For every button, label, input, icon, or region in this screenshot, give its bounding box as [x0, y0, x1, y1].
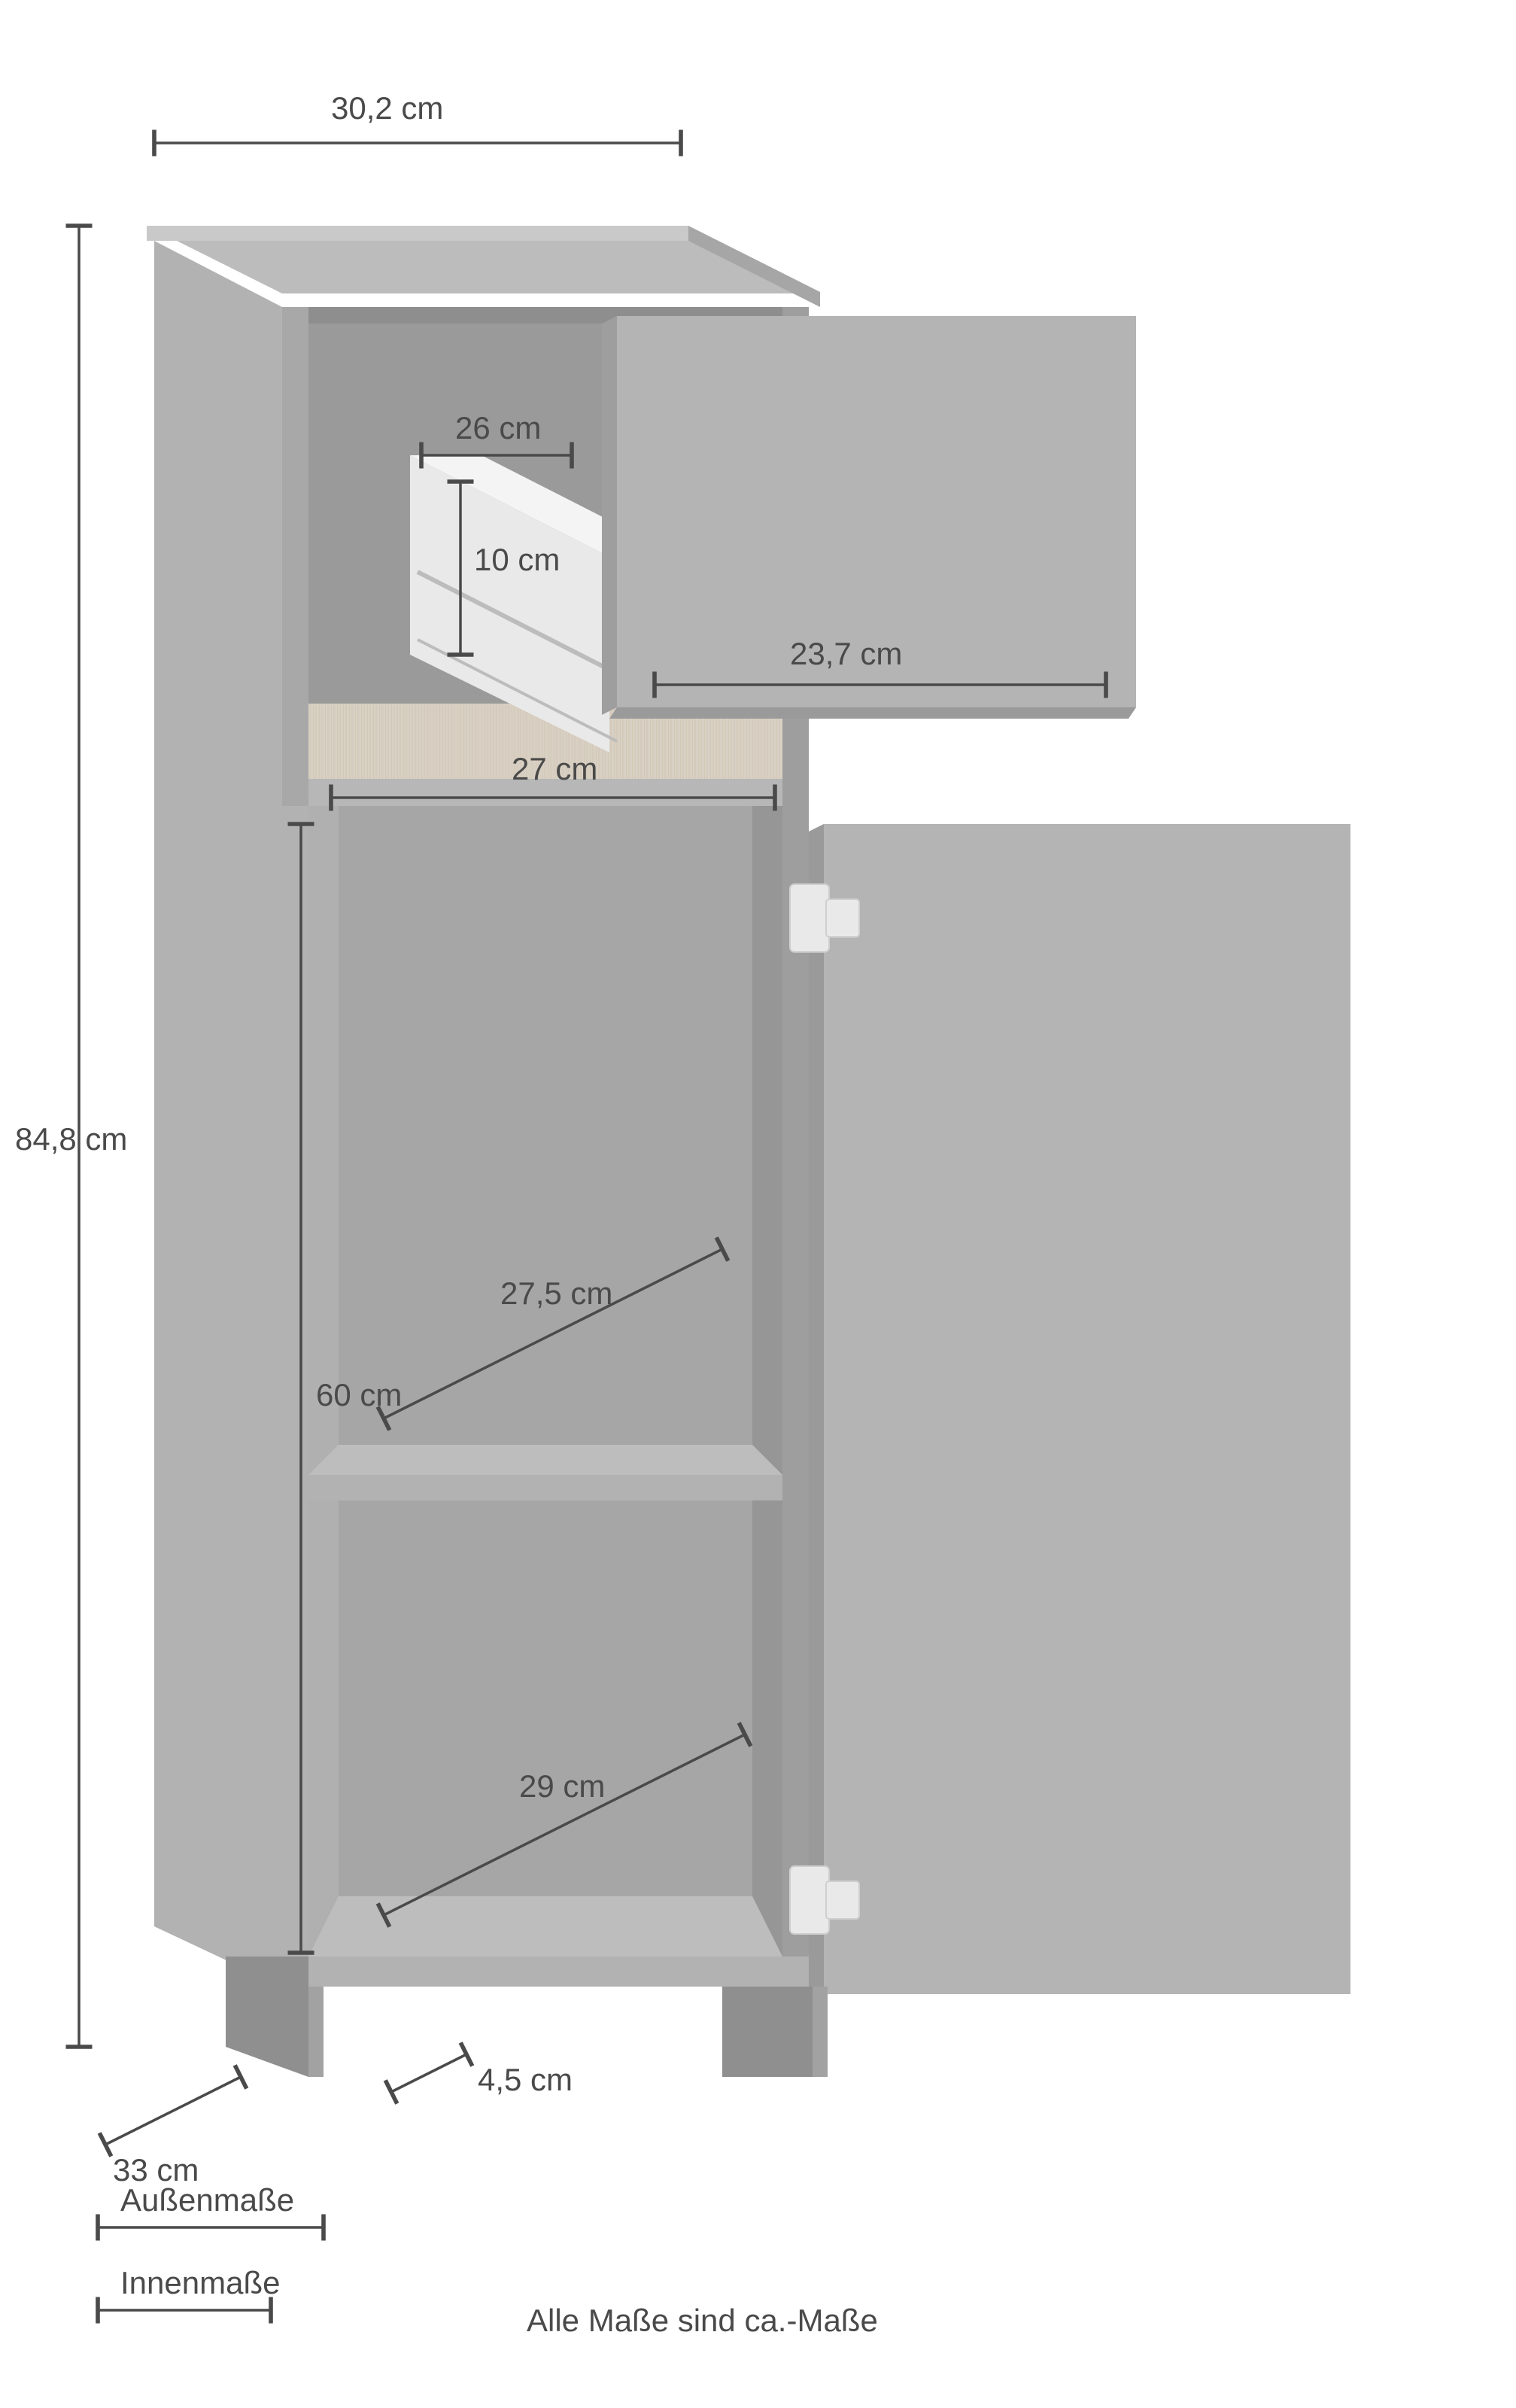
legend-inner: Innenmaße	[120, 2265, 280, 2301]
footer-note: Alle Maße sind ca.-Maße	[527, 2303, 878, 2339]
dim-shelf-depth: 27,5 cm	[500, 1275, 612, 1312]
dim-bottom-depth: 29 cm	[519, 1768, 605, 1804]
dim-drawer-width: 26 cm	[455, 410, 541, 446]
dim-door-height: 60 cm	[316, 1377, 402, 1413]
furniture-drawing	[0, 0, 1516, 2408]
dim-drawer-height: 10 cm	[474, 542, 560, 578]
dimension-diagram: 30,2 cm 84,8 cm 33 cm 4,5 cm 26 cm 10 cm…	[0, 0, 1516, 2408]
dim-interior-width: 27 cm	[512, 751, 597, 787]
dim-drawer-front-width: 23,7 cm	[790, 636, 902, 672]
legend-outer: Außenmaße	[120, 2182, 294, 2218]
dim-total-height: 84,8 cm	[15, 1121, 127, 1157]
dim-total-width: 30,2 cm	[331, 90, 443, 126]
dim-foot-height: 4,5 cm	[478, 2062, 573, 2098]
